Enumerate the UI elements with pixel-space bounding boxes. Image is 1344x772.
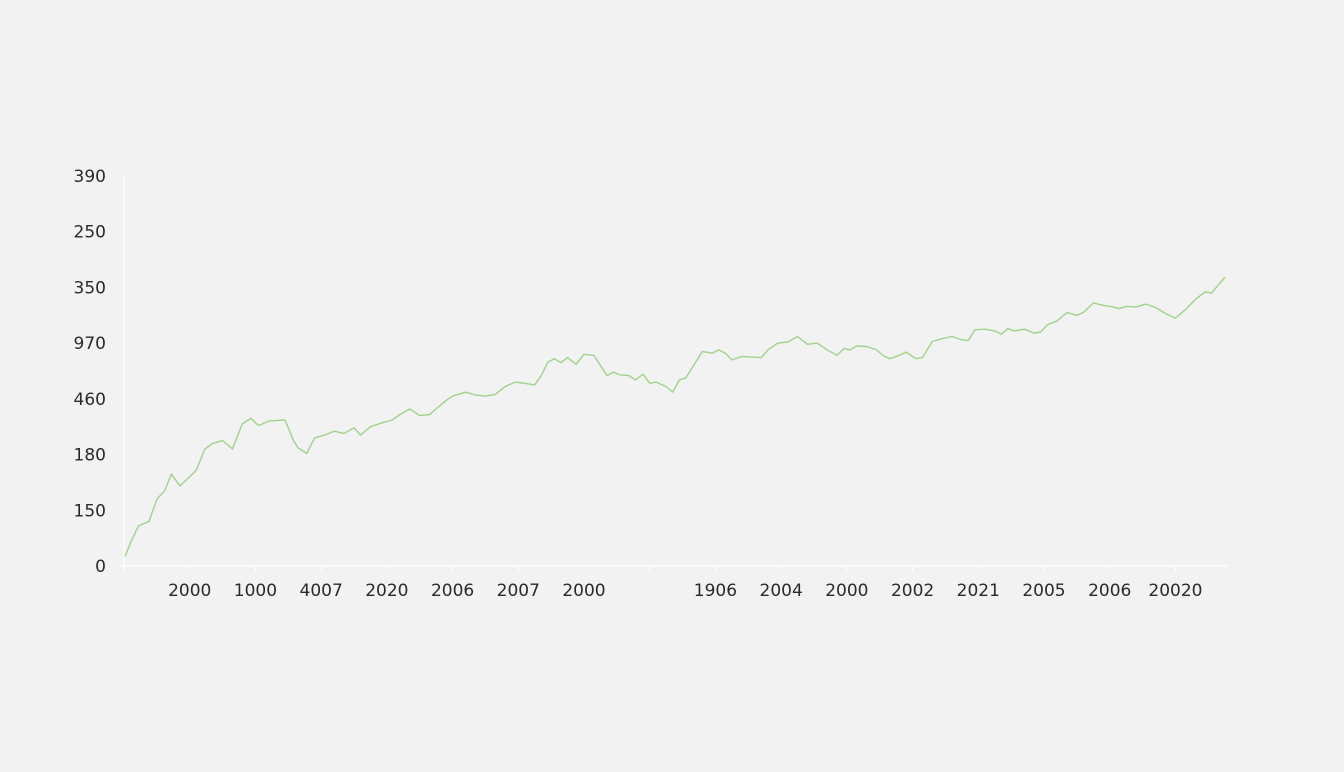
y-tick-label: 350: [74, 278, 106, 298]
x-tick-label: 2004: [760, 581, 803, 601]
x-tick-label: 2000: [825, 581, 868, 601]
x-tick-label: 2002: [891, 581, 934, 601]
x-tick-label: 1000: [234, 581, 277, 601]
x-tick-label: 2000: [562, 581, 605, 601]
x-tick-label: 1906: [694, 581, 737, 601]
y-tick-label: 150: [74, 501, 106, 521]
x-axis-ticks: 2000 1000 4007 2020 2006 2007 2000 1906 2004 2000…: [168, 566, 1202, 601]
x-tick-label: 2007: [497, 581, 540, 601]
y-tick-label: 180: [74, 446, 106, 466]
x-tick-label: 2006: [431, 581, 474, 601]
x-tick-label: 2020: [365, 581, 408, 601]
y-tick-label: 460: [74, 390, 106, 410]
x-tick-label: 20020: [1148, 581, 1202, 601]
y-tick-label: 0: [95, 557, 106, 577]
y-tick-label: 250: [74, 223, 106, 243]
x-tick-label: 2005: [1022, 581, 1065, 601]
x-tick-label: 2000: [168, 581, 211, 601]
series-group: [124, 276, 1226, 557]
y-tick-label: 970: [74, 334, 106, 354]
y-axis-ticks: 0 150 180 460 970 350 250 390: [74, 167, 106, 577]
x-tick-label: 4007: [300, 581, 343, 601]
x-tick-label: 2006: [1088, 581, 1131, 601]
series-line: [124, 276, 1226, 557]
y-tick-label: 390: [74, 167, 106, 187]
x-tick-label: 2021: [957, 581, 1000, 601]
